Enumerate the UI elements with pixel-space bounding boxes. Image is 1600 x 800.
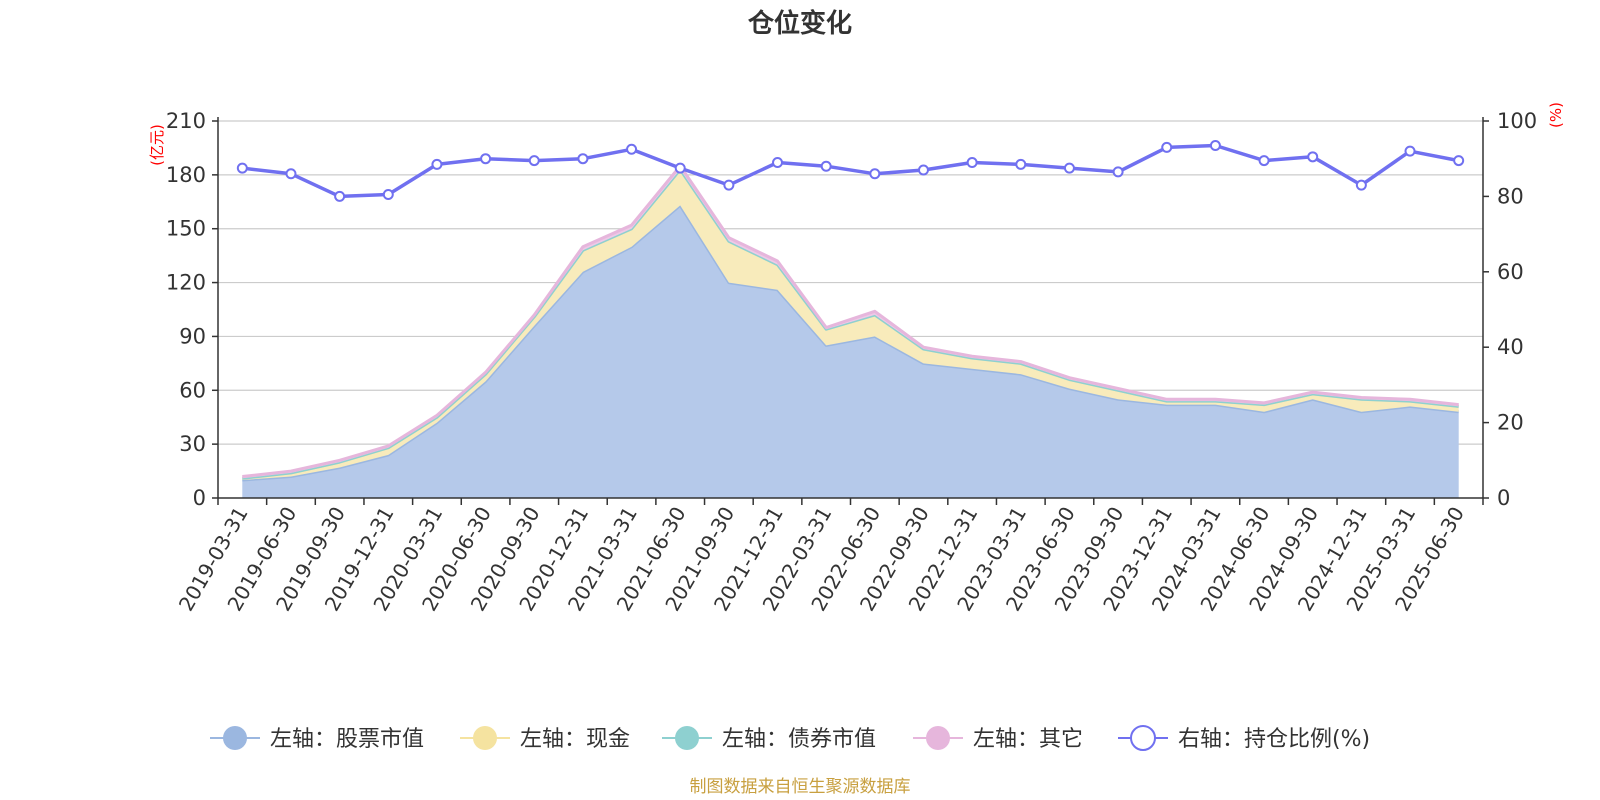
right-tick-label-1: 20	[1497, 411, 1524, 435]
ratio-point-19	[1161, 141, 1173, 153]
ratio-point-22	[1307, 151, 1319, 163]
ratio-point-20	[1209, 140, 1221, 152]
right-axis-unit: (%)	[1547, 102, 1565, 128]
area-1	[242, 169, 1459, 480]
ratio-point-3	[382, 189, 394, 201]
left-tick-label-1: 30	[179, 432, 206, 456]
legend-label-4: 右轴：持仓比例(%)	[1178, 727, 1370, 752]
ratio-point-18	[1112, 166, 1124, 178]
right-tick-label-0: 0	[1497, 486, 1510, 510]
area-edge-3	[242, 164, 1459, 478]
ratio-point-9	[674, 162, 686, 174]
right-tick-label-2: 40	[1497, 335, 1524, 359]
ratio-point-8	[626, 143, 638, 155]
legend: 左轴：股票市值 左轴：现金 左轴：债券市值 左轴：其它 右轴：持仓比例(%)	[210, 725, 1370, 752]
ratio-point-25	[1453, 155, 1465, 167]
ratio-point-17	[1063, 162, 1075, 174]
ratio-point-5	[480, 153, 492, 165]
left-tick-label-7: 210	[166, 109, 206, 133]
ratio-point-24	[1404, 145, 1416, 157]
left-tick-label-2: 60	[179, 378, 206, 402]
right-tick-label-3: 60	[1497, 260, 1524, 284]
left-tick-label-5: 150	[166, 217, 206, 241]
legend-label-1: 左轴：现金	[520, 727, 630, 752]
left-tick-label-3: 90	[179, 324, 206, 348]
ratio-point-16	[1015, 158, 1027, 170]
legend-marker-3	[926, 726, 950, 750]
ratio-point-14	[917, 164, 929, 176]
legend-marker-0	[223, 726, 247, 750]
ratio-point-4	[431, 158, 443, 170]
ratio-point-12	[820, 160, 832, 172]
ratio-point-15	[966, 156, 978, 168]
ratio-point-0	[236, 162, 248, 174]
legend-label-0: 左轴：股票市值	[270, 727, 424, 752]
area-0	[242, 205, 1459, 498]
left-tick-label-0: 0	[193, 486, 206, 510]
ratio-line	[236, 140, 1465, 202]
legend-marker-4	[1130, 725, 1156, 751]
legend-marker-1	[473, 726, 497, 750]
ratio-point-13	[869, 168, 881, 180]
right-tick-label-5: 100	[1497, 109, 1537, 133]
ratio-point-2	[334, 190, 346, 202]
ratio-point-21	[1258, 155, 1270, 167]
right-tick-label-4: 80	[1497, 184, 1524, 208]
ratio-point-23	[1355, 179, 1367, 191]
left-tick-label-6: 180	[166, 163, 206, 187]
stacked-areas	[242, 164, 1459, 498]
ratio-polyline	[242, 143, 1460, 199]
legend-label-2: 左轴：债券市值	[722, 727, 876, 752]
ratio-point-6	[528, 155, 540, 167]
ratio-point-7	[577, 153, 589, 165]
legend-label-3: 左轴：其它	[973, 727, 1083, 752]
left-axis-unit: (亿元)	[148, 124, 166, 166]
source-note: 制图数据来自恒生聚源数据库	[690, 777, 911, 797]
ratio-point-1	[285, 168, 297, 180]
chart-title: 仓位变化	[747, 8, 852, 39]
ratio-point-11	[772, 156, 784, 168]
left-tick-label-4: 120	[166, 271, 206, 295]
legend-marker-2	[675, 726, 699, 750]
ratio-point-10	[723, 179, 735, 191]
